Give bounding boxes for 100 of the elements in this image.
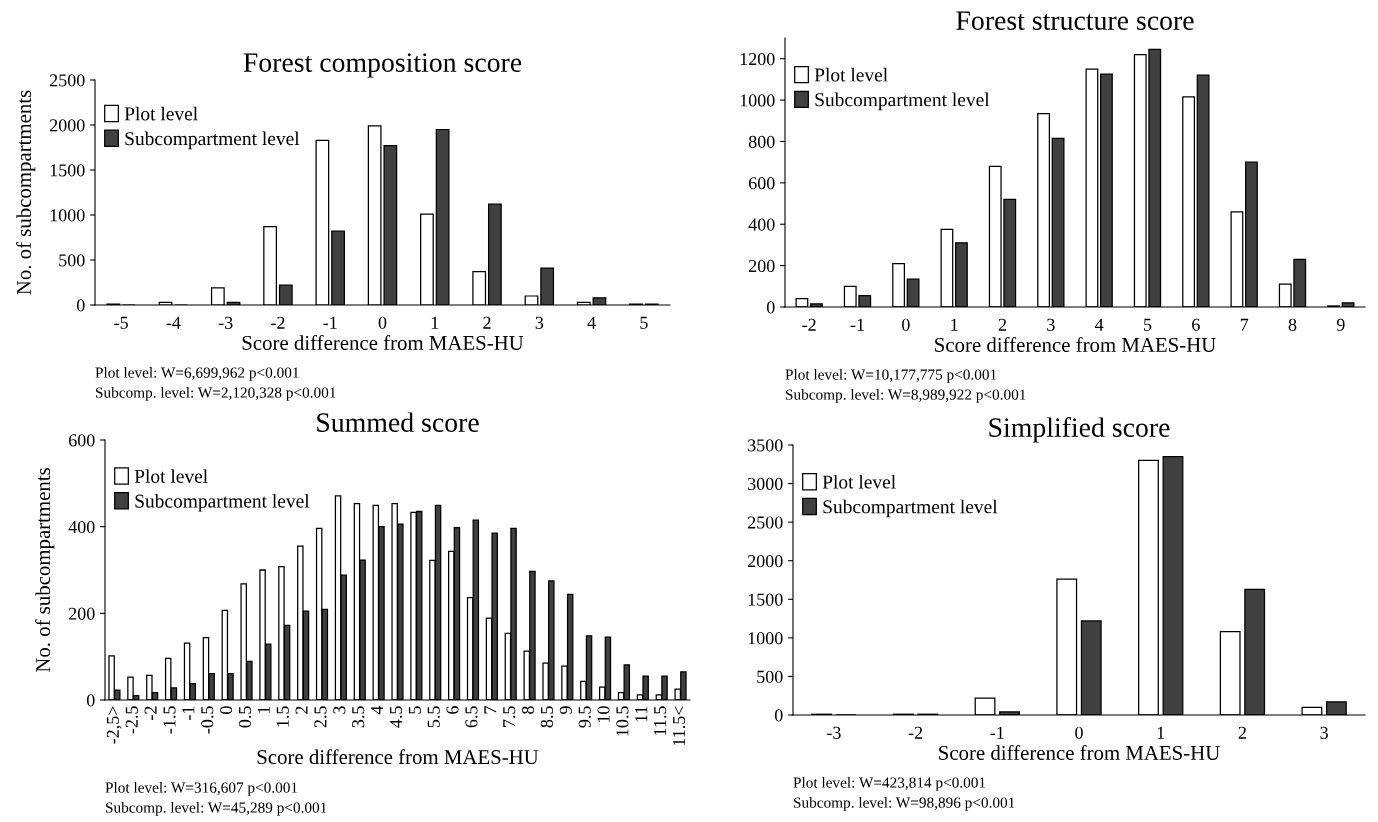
legend-label: Subcompartment level (125, 131, 300, 150)
legend-label: Subcompartment level (823, 499, 998, 518)
x-tick-label: 4 (371, 705, 383, 715)
x-tick-label: 2 (483, 316, 491, 329)
x-tick-label: 8 (521, 706, 535, 714)
x-tick-label: -2,5> (106, 706, 122, 744)
x-tick-label: -1 (182, 706, 195, 720)
x-tick-label: 8 (1288, 318, 1297, 331)
x-tick-label: 9 (559, 706, 572, 714)
y-tick-label: 0 (76, 299, 85, 312)
x-tick-label: 1.5 (276, 706, 289, 727)
x-tick-label: 2 (1238, 726, 1246, 739)
y-tick-label: 1500 (50, 164, 85, 177)
text: Subcomp. level: W=45,289 p<0.001 (106, 802, 327, 816)
x-tick-label: 1 (1157, 726, 1165, 739)
chart-title: Summed score (317, 412, 479, 432)
y-tick-label: 500 (59, 254, 85, 267)
x-tick-label: -4 (166, 316, 181, 329)
x-tick-label: 6 (1192, 318, 1200, 331)
y-tick-label: 600 (68, 434, 95, 447)
x-tick-label: -2.5 (125, 706, 138, 734)
text: Plot level: W=10,177,775 p<0.001 (785, 369, 997, 383)
x-tick-label: 8.5 (540, 706, 554, 728)
x-tick-label: 0 (378, 316, 387, 329)
y-tick-label: 1200 (740, 52, 775, 66)
x-tick-label: 9 (1336, 318, 1345, 331)
x-tick-label: 10 (597, 706, 610, 723)
legend-label: Plot level (814, 67, 888, 82)
x-tick-label: 11 (635, 706, 648, 722)
y-tick-label: 3000 (748, 477, 783, 491)
legend-label: Plot level (822, 474, 896, 489)
x-tick-label: 0 (1075, 726, 1083, 739)
chart-title: Forest structure score (956, 11, 1194, 30)
chart-title: Forest composition score (243, 53, 522, 78)
y-tick-label: 2000 (49, 119, 85, 132)
text: Subcomp. level: W=8,989,922 p<0.001 (786, 389, 1026, 403)
x-tick-label: 7.5 (503, 706, 516, 727)
x-tick-label: 11.5 (654, 706, 667, 735)
text: Subcomp. level: W=2,120,328 p<0.001 (96, 387, 336, 401)
y-tick-label: 0 (766, 301, 775, 314)
x-tick-label: 6.5 (465, 706, 478, 728)
y-tick-label: 400 (68, 520, 95, 534)
legend-label: Plot level (124, 106, 198, 121)
x-tick-label: 5 (640, 316, 648, 329)
x-tick-label: 9.5 (578, 706, 591, 728)
y-tick-label: 2500 (49, 74, 85, 87)
x-tick-label: 0.5 (238, 706, 252, 728)
x-tick-label: 0 (220, 706, 233, 714)
x-tick-label: 4.5 (389, 706, 403, 728)
y-axis-title: No. of subcompartments (35, 468, 55, 673)
x-tick-label: -3 (827, 726, 841, 739)
x-tick-label: 1 (951, 318, 958, 331)
x-tick-label: 2.5 (314, 706, 327, 728)
y-tick-label: 200 (68, 607, 95, 620)
x-tick-label: 4 (1095, 318, 1104, 331)
x-tick-label: 2 (295, 706, 308, 714)
y-tick-label: 1000 (748, 632, 783, 645)
x-tick-label: 3 (535, 316, 544, 329)
chart-title: Simplified score (989, 417, 1170, 443)
y-tick-label: 1000 (740, 94, 775, 107)
x-tick-label: -1 (323, 316, 337, 329)
y-tick-label: 600 (748, 177, 775, 190)
x-tick-label: -2 (144, 706, 157, 720)
x-tick-label: 4 (587, 316, 596, 329)
x-tick-label: -2 (908, 726, 923, 739)
x-tick-label: -1 (850, 318, 864, 331)
x-tick-label: 3 (1320, 726, 1328, 739)
x-tick-label: 6 (446, 706, 459, 714)
x-tick-label: 5 (408, 706, 421, 714)
x-tick-label: 2 (998, 318, 1007, 331)
x-tick-label: -1 (990, 726, 1004, 739)
y-tick-label: 2000 (747, 554, 783, 568)
y-tick-label: 400 (748, 218, 775, 231)
x-tick-label: -0.5 (201, 706, 214, 734)
text: Subcomp. level: W=98,896 p<0.001 (794, 797, 1015, 811)
y-tick-label: 2500 (747, 516, 783, 529)
x-tick-label: 7 (484, 706, 497, 714)
legend-label: Plot level (134, 469, 208, 483)
x-tick-label: 1 (257, 706, 270, 713)
y-axis-title: No. of subcompartments (16, 90, 36, 295)
y-tick-label: 1500 (748, 593, 783, 606)
x-tick-label: 10.5 (616, 706, 629, 736)
x-tick-label: 5.5 (427, 706, 440, 728)
x-tick-label: 5 (1144, 318, 1152, 331)
x-tick-label: 11.5< (672, 706, 686, 746)
text: Plot level: W=423,814 p<0.001 (793, 777, 986, 791)
y-tick-label: 200 (748, 259, 775, 273)
text: Plot level: W=316,607 p<0.001 (105, 782, 298, 796)
x-tick-label: -5 (114, 316, 128, 329)
x-axis-title: Score difference from MAES-HU (242, 335, 524, 350)
x-axis-title: Score difference from MAES-HU (939, 745, 1220, 760)
x-tick-label: 3.5 (352, 706, 365, 728)
x-tick-label: 3 (333, 706, 346, 714)
legend-label: Subcompartment level (815, 92, 990, 111)
x-tick-label: 3 (1047, 318, 1055, 331)
x-tick-label: -2 (271, 316, 285, 329)
x-axis-title: Score difference from MAES-HU (935, 337, 1216, 352)
x-tick-label: 1 (431, 316, 439, 329)
x-tick-label: -1.5 (163, 706, 176, 734)
y-tick-label: 3500 (748, 439, 783, 452)
